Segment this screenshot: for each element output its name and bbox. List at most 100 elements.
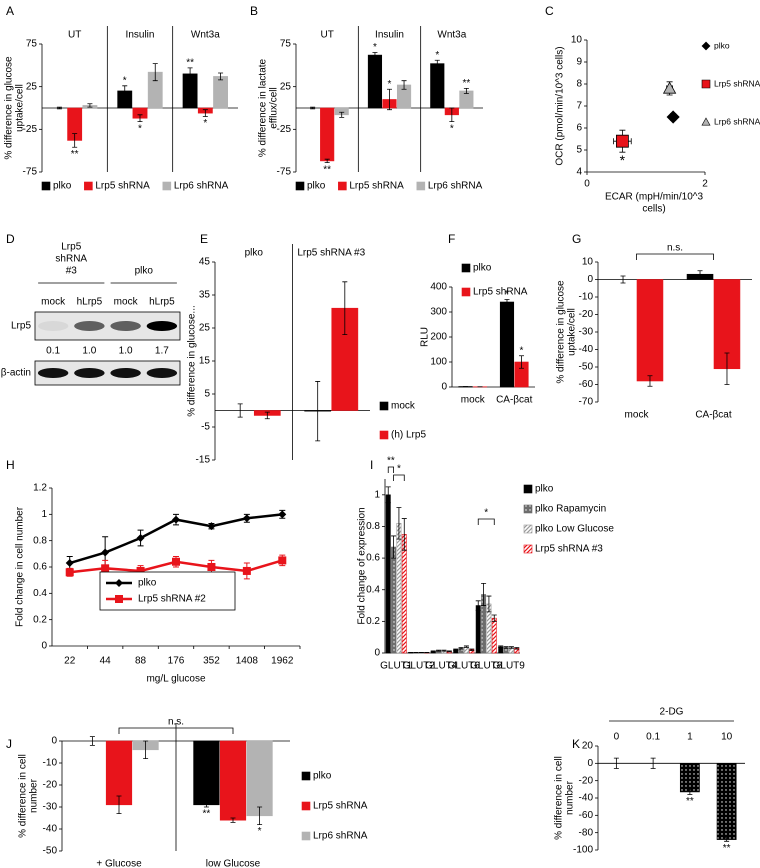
legend-swatch: [295, 181, 305, 191]
legend-swatch: [379, 401, 389, 411]
category-label: Wnt3a: [191, 30, 220, 41]
point: [242, 566, 251, 575]
error-bar: [504, 299, 510, 305]
y-tick-label: 0.8: [366, 521, 380, 532]
panel-label: F: [448, 232, 455, 246]
y-tick-label: 1: [374, 489, 380, 500]
y-tick-label: 20: [582, 741, 594, 752]
error-bar: [491, 614, 497, 622]
error-bar: [436, 649, 442, 652]
bar: [219, 740, 247, 821]
significance-star: *: [520, 345, 524, 356]
y-tick-label: -70: [579, 397, 594, 408]
error-bar: [89, 736, 95, 746]
bar: [391, 546, 397, 654]
category-label: UT: [68, 30, 81, 41]
y-tick-label: 9: [576, 57, 582, 68]
y-tick-label: 7: [576, 101, 582, 112]
bracket-label: n.s.: [168, 717, 184, 728]
y-axis-label: % difference in lactate: [258, 58, 269, 157]
panel-label: A: [6, 4, 14, 18]
point: [242, 514, 251, 523]
y-tick-label: -10: [43, 758, 58, 769]
x-tick-label: 2: [702, 179, 708, 190]
error-bar: [697, 270, 703, 279]
category-label: plko: [245, 248, 264, 259]
y-tick-label: 25: [26, 81, 38, 92]
x-axis-label: mg/L glucose: [146, 674, 206, 685]
legend-label: Lrp6 shRNA: [714, 116, 760, 126]
category-label: 10: [721, 732, 733, 743]
category-label: GLUT2: [403, 661, 436, 672]
error-bar: [434, 59, 440, 68]
legend-label: plko: [307, 181, 326, 192]
error-bar: [458, 647, 464, 650]
band: [110, 368, 141, 378]
significance-star: **: [203, 809, 211, 820]
panel-label: K: [572, 737, 580, 751]
y-tick-label: 4: [576, 167, 582, 178]
significance-star: *: [138, 123, 142, 134]
category-label: Wnt3a: [437, 30, 466, 41]
panel-label: D: [6, 232, 15, 246]
error-bar: [514, 647, 520, 650]
y-tick-label: 25: [199, 323, 211, 334]
category-label: 1: [687, 732, 693, 743]
legend-label: Lrp5 shRNA: [95, 181, 150, 192]
y-tick-label: 8: [576, 79, 582, 90]
legend-label: Lrp6 shRNA: [428, 181, 483, 192]
x-tick-label: 352: [203, 656, 220, 667]
error-bar: [264, 411, 270, 420]
bar: [385, 494, 391, 654]
legend-swatch: [84, 181, 93, 191]
y-tick-label: 200: [430, 332, 447, 343]
x-axis-label: ECAR (mpH/min/10^3: [605, 192, 703, 203]
y-tick-label: -50: [43, 846, 58, 857]
category-label: GLUT1: [380, 661, 413, 672]
x-tick-label: 44: [100, 656, 112, 667]
x-axis-label: 2-DG: [660, 707, 684, 718]
lane-label: mock: [41, 297, 66, 308]
y-tick-label: 0: [587, 274, 593, 285]
error-bar: [372, 52, 378, 59]
legend-swatch: [523, 544, 533, 554]
bar: [396, 522, 402, 654]
error-bar: [441, 649, 447, 652]
bracket-label: *: [484, 508, 488, 519]
y-tick-label: -50: [579, 362, 594, 373]
category-label: GLUT6: [448, 661, 481, 672]
legend-label: Lrp5 shRNA #2: [138, 594, 206, 605]
band: [37, 368, 69, 378]
error-bar: [396, 507, 402, 540]
error-bar: [503, 646, 509, 649]
lane-label: mock: [114, 297, 139, 308]
significance-star: **: [462, 78, 470, 89]
y-tick-label: 10: [582, 257, 594, 268]
panel-label: B: [250, 4, 258, 18]
panel-label: I: [370, 458, 373, 472]
y-tick-label: 35: [199, 290, 211, 301]
error-bar: [257, 806, 263, 825]
y-tick-label: -40: [43, 824, 58, 835]
significance-bracket: [636, 253, 714, 260]
significance-star: *: [505, 289, 509, 300]
bar: [636, 279, 664, 382]
y-tick-label: -20: [579, 309, 594, 320]
row-label: β-actin: [1, 368, 31, 379]
point: [101, 548, 110, 557]
legend-marker: [701, 41, 711, 51]
legend-swatch: [379, 430, 389, 440]
bar: [213, 76, 228, 109]
legend-box: [99, 571, 236, 611]
significance-star: *: [435, 50, 439, 61]
band: [37, 321, 69, 331]
y-tick-label: 15: [199, 356, 211, 367]
error-bar: [56, 106, 62, 110]
lane-label: hLrp5: [77, 297, 103, 308]
band-value: 1.0: [82, 346, 96, 357]
y-axis-label: % difference in glucose: [4, 56, 15, 160]
band: [110, 321, 141, 331]
bar: [105, 740, 133, 806]
x-tick-label: 22: [64, 656, 76, 667]
group-label: #3: [66, 266, 78, 277]
